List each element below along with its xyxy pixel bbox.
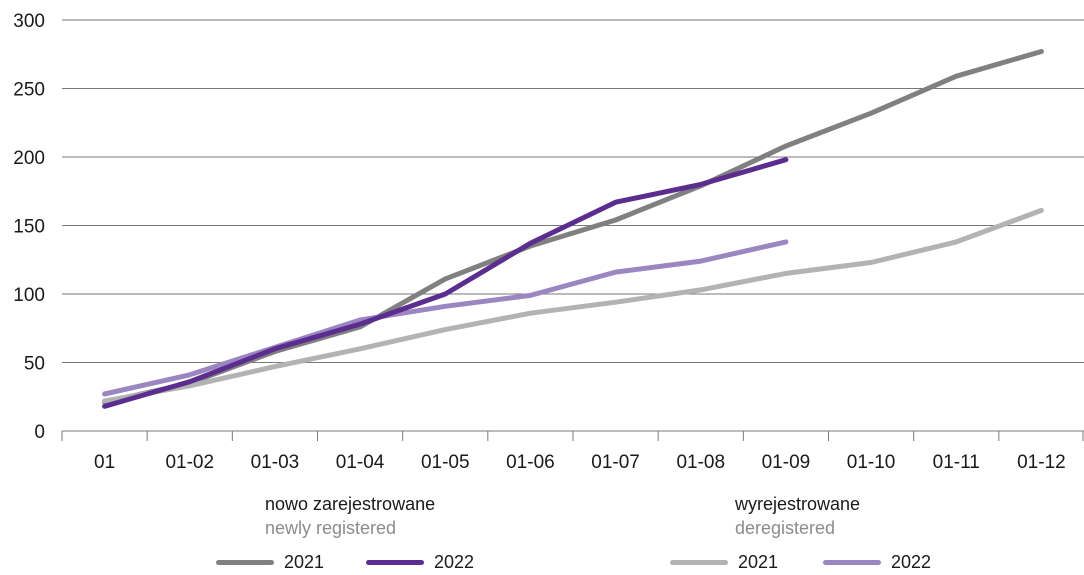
y-tick-label: 100 bbox=[13, 285, 45, 306]
legend-subtitle-newly-registered: newly registered bbox=[265, 518, 397, 538]
legend-swatch-deregistered-2021 bbox=[670, 560, 728, 565]
legend-label-registered-2021: 2021 bbox=[284, 552, 325, 572]
x-tick-label: 01-05 bbox=[421, 452, 470, 473]
y-tick-label: 300 bbox=[13, 11, 45, 32]
x-tick-label: 01-07 bbox=[591, 452, 640, 473]
y-tick-label: 200 bbox=[13, 148, 45, 169]
legend-subtitle-deregistered: deregistered bbox=[735, 518, 836, 538]
legend-swatch-registered-2021 bbox=[216, 560, 274, 565]
legend-label-deregistered-2022: 2022 bbox=[891, 552, 932, 572]
series-lines bbox=[102, 49, 1044, 409]
series-line-dereg2021 bbox=[102, 207, 1044, 404]
y-tick-label: 0 bbox=[34, 422, 45, 443]
grid-lines bbox=[62, 19, 1084, 363]
legend-label-deregistered-2021: 2021 bbox=[738, 552, 779, 572]
x-tick-label: 01-06 bbox=[506, 452, 555, 473]
legend-entry-deregistered-2021: 2021 bbox=[670, 552, 778, 573]
legend-label-registered-2022: 2022 bbox=[434, 552, 475, 572]
x-tick-label: 01-09 bbox=[762, 452, 811, 473]
y-tick-label: 150 bbox=[13, 217, 45, 238]
y-tick-label: 250 bbox=[13, 80, 45, 101]
y-tick-label: 50 bbox=[24, 354, 45, 375]
legend-entry-deregistered-2022: 2022 bbox=[823, 552, 931, 573]
x-tick-label: 01-02 bbox=[165, 452, 214, 473]
x-axis bbox=[61, 430, 1084, 441]
y-axis-tick-labels: 0 50 100 150 200 250 300 bbox=[13, 11, 45, 443]
series-line-dereg2022 bbox=[102, 239, 789, 397]
x-tick-label: 01-12 bbox=[1017, 452, 1066, 473]
x-tick-label: 01-03 bbox=[251, 452, 300, 473]
legend-entry-registered-2022: 2022 bbox=[366, 552, 474, 573]
x-tick-label: 01-10 bbox=[847, 452, 896, 473]
legend-title-newly-registered: nowo zarejestrowane bbox=[265, 494, 436, 514]
x-tick-label: 01-11 bbox=[933, 452, 980, 473]
x-tick-label: 01 bbox=[94, 452, 115, 473]
series-line-reg2021 bbox=[102, 49, 1044, 405]
legend-entry-registered-2021: 2021 bbox=[216, 552, 324, 573]
x-axis-tick-labels: 01 01-02 01-03 01-04 01-05 01-06 01-07 01-08 01-… bbox=[94, 452, 1066, 473]
series-line-reg2022 bbox=[102, 157, 789, 409]
legend-title-deregistered: wyrejestrowane bbox=[735, 494, 861, 514]
legend-deregistered: wyrejestrowane deregistered bbox=[735, 492, 860, 540]
x-tick-label: 01-08 bbox=[676, 452, 725, 473]
x-tick-label: 01-04 bbox=[336, 452, 385, 473]
legend-newly-registered: nowo zarejestrowane newly registered bbox=[265, 492, 435, 540]
legend-swatch-registered-2022 bbox=[366, 560, 424, 565]
legend-swatch-deregistered-2022 bbox=[823, 560, 881, 565]
